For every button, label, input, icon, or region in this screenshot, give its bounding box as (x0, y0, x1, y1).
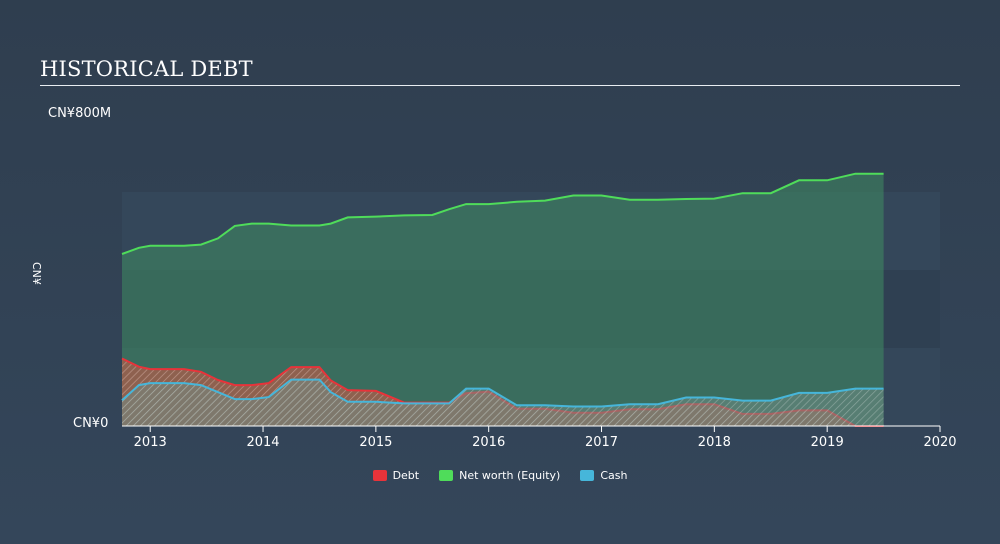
y-axis-zero-label: CN¥0 (73, 416, 109, 431)
x-tick-label: 2014 (246, 435, 279, 450)
series-area-cash (122, 379, 884, 426)
legend-swatch-equity (439, 470, 454, 481)
x-tick-label: 2019 (811, 435, 844, 450)
x-tick-label: 2013 (134, 435, 167, 450)
title-divider (40, 85, 960, 86)
chart-title: HISTORICAL DEBT (40, 57, 253, 81)
legend-swatch-debt (372, 470, 387, 481)
x-tick-label: 2015 (359, 435, 392, 450)
legend-item-debt[interactable]: Debt (372, 469, 420, 482)
y-axis-top-label: CN¥800M (48, 106, 112, 121)
legend-label-equity: Net worth (Equity) (459, 469, 561, 482)
series-layer (121, 172, 884, 427)
legend-label-debt: Debt (392, 469, 420, 482)
x-tick-label: 2020 (923, 435, 956, 450)
series-line-equity (121, 172, 884, 255)
x-tick-label: 2016 (472, 435, 505, 450)
x-axis-ticks: 2013 2014 2015 2016 2017 2018 2019 2020 (134, 426, 957, 450)
x-tick-label: 2017 (585, 435, 618, 450)
series-area-equity (122, 173, 884, 426)
chart-legend: Debt Net worth (Equity) Cash (0, 469, 1000, 482)
series-line-cash (121, 378, 884, 408)
legend-swatch-cash (580, 470, 595, 481)
legend-label-cash: Cash (600, 469, 628, 482)
legend-item-cash[interactable]: Cash (580, 469, 627, 482)
legend-item-equity[interactable]: Net worth (Equity) (439, 469, 560, 482)
x-tick-label: 2018 (698, 435, 731, 450)
